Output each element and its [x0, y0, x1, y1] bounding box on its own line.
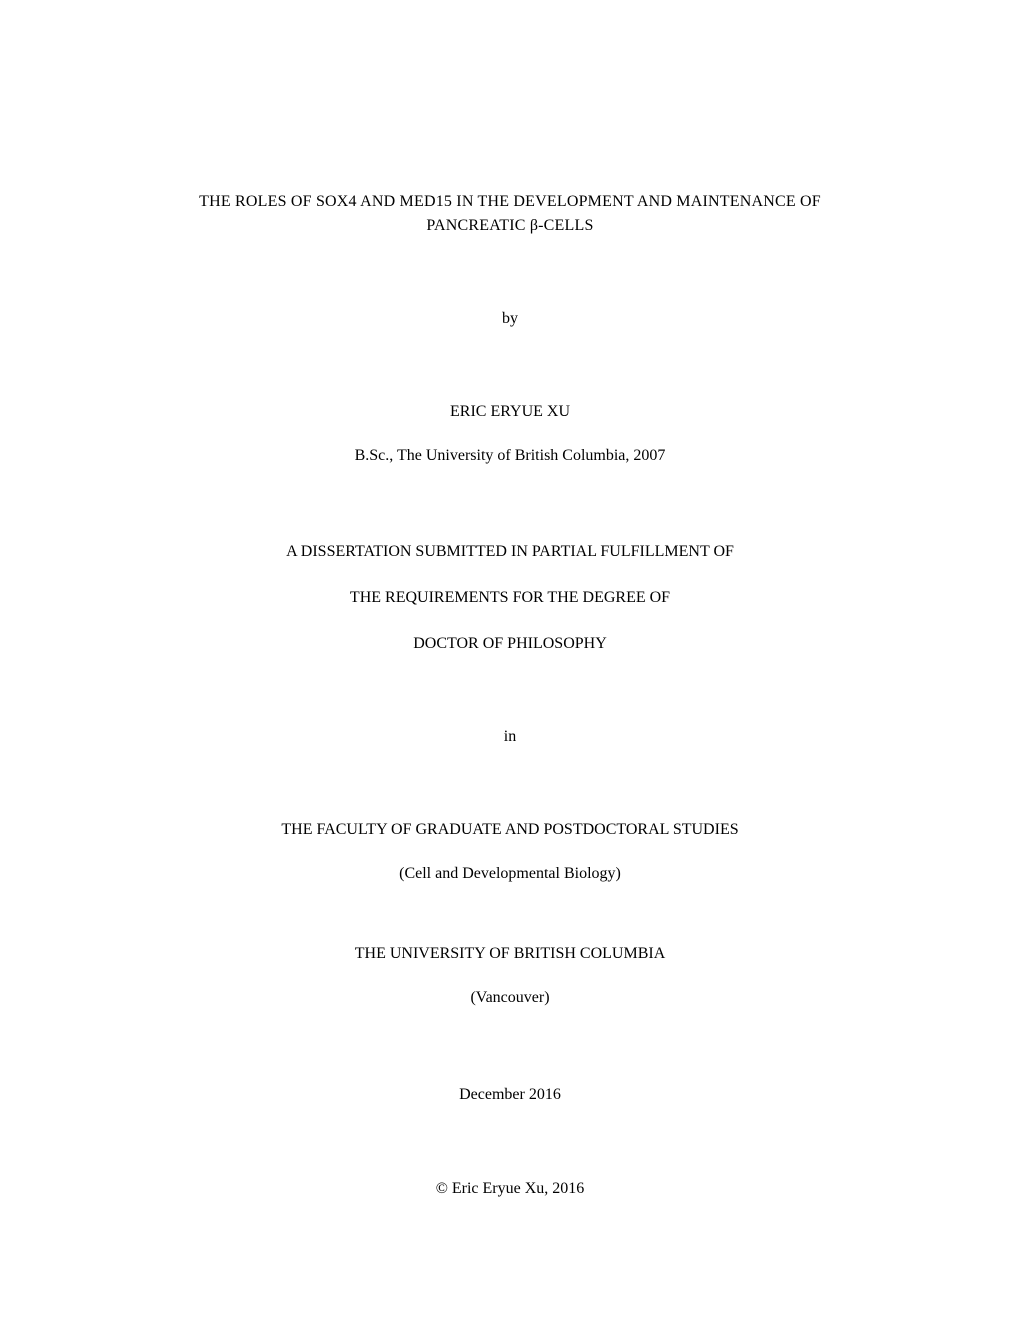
title-line-1: THE ROLES OF SOX4 AND MED15 IN THE DEVEL…: [115, 190, 905, 214]
author-name: ERIC ERYUE XU: [115, 400, 905, 424]
in-label: in: [115, 728, 905, 746]
by-label: by: [115, 310, 905, 328]
university-line-2: (Vancouver): [115, 986, 905, 1010]
dissertation-title: THE ROLES OF SOX4 AND MED15 IN THE DEVEL…: [115, 190, 905, 238]
title-line-2: PANCREATIC β-CELLS: [115, 214, 905, 238]
dissertation-line-1: A DISSERTATION SUBMITTED IN PARTIAL FULF…: [115, 540, 905, 564]
university-line-1: THE UNIVERSITY OF BRITISH COLUMBIA: [115, 942, 905, 966]
dissertation-line-2: THE REQUIREMENTS FOR THE DEGREE OF: [115, 586, 905, 610]
faculty-line-2: (Cell and Developmental Biology): [115, 862, 905, 886]
author-block: ERIC ERYUE XU B.Sc., The University of B…: [115, 400, 905, 468]
university-block: THE UNIVERSITY OF BRITISH COLUMBIA (Vanc…: [115, 942, 905, 1010]
copyright-notice: © Eric Eryue Xu, 2016: [115, 1180, 905, 1198]
faculty-block: THE FACULTY OF GRADUATE AND POSTDOCTORAL…: [115, 818, 905, 886]
dissertation-date: December 2016: [115, 1086, 905, 1104]
author-prior-degree: B.Sc., The University of British Columbi…: [115, 444, 905, 468]
faculty-line-1: THE FACULTY OF GRADUATE AND POSTDOCTORAL…: [115, 818, 905, 842]
dissertation-statement: A DISSERTATION SUBMITTED IN PARTIAL FULF…: [115, 540, 905, 656]
dissertation-line-3: DOCTOR OF PHILOSOPHY: [115, 632, 905, 656]
